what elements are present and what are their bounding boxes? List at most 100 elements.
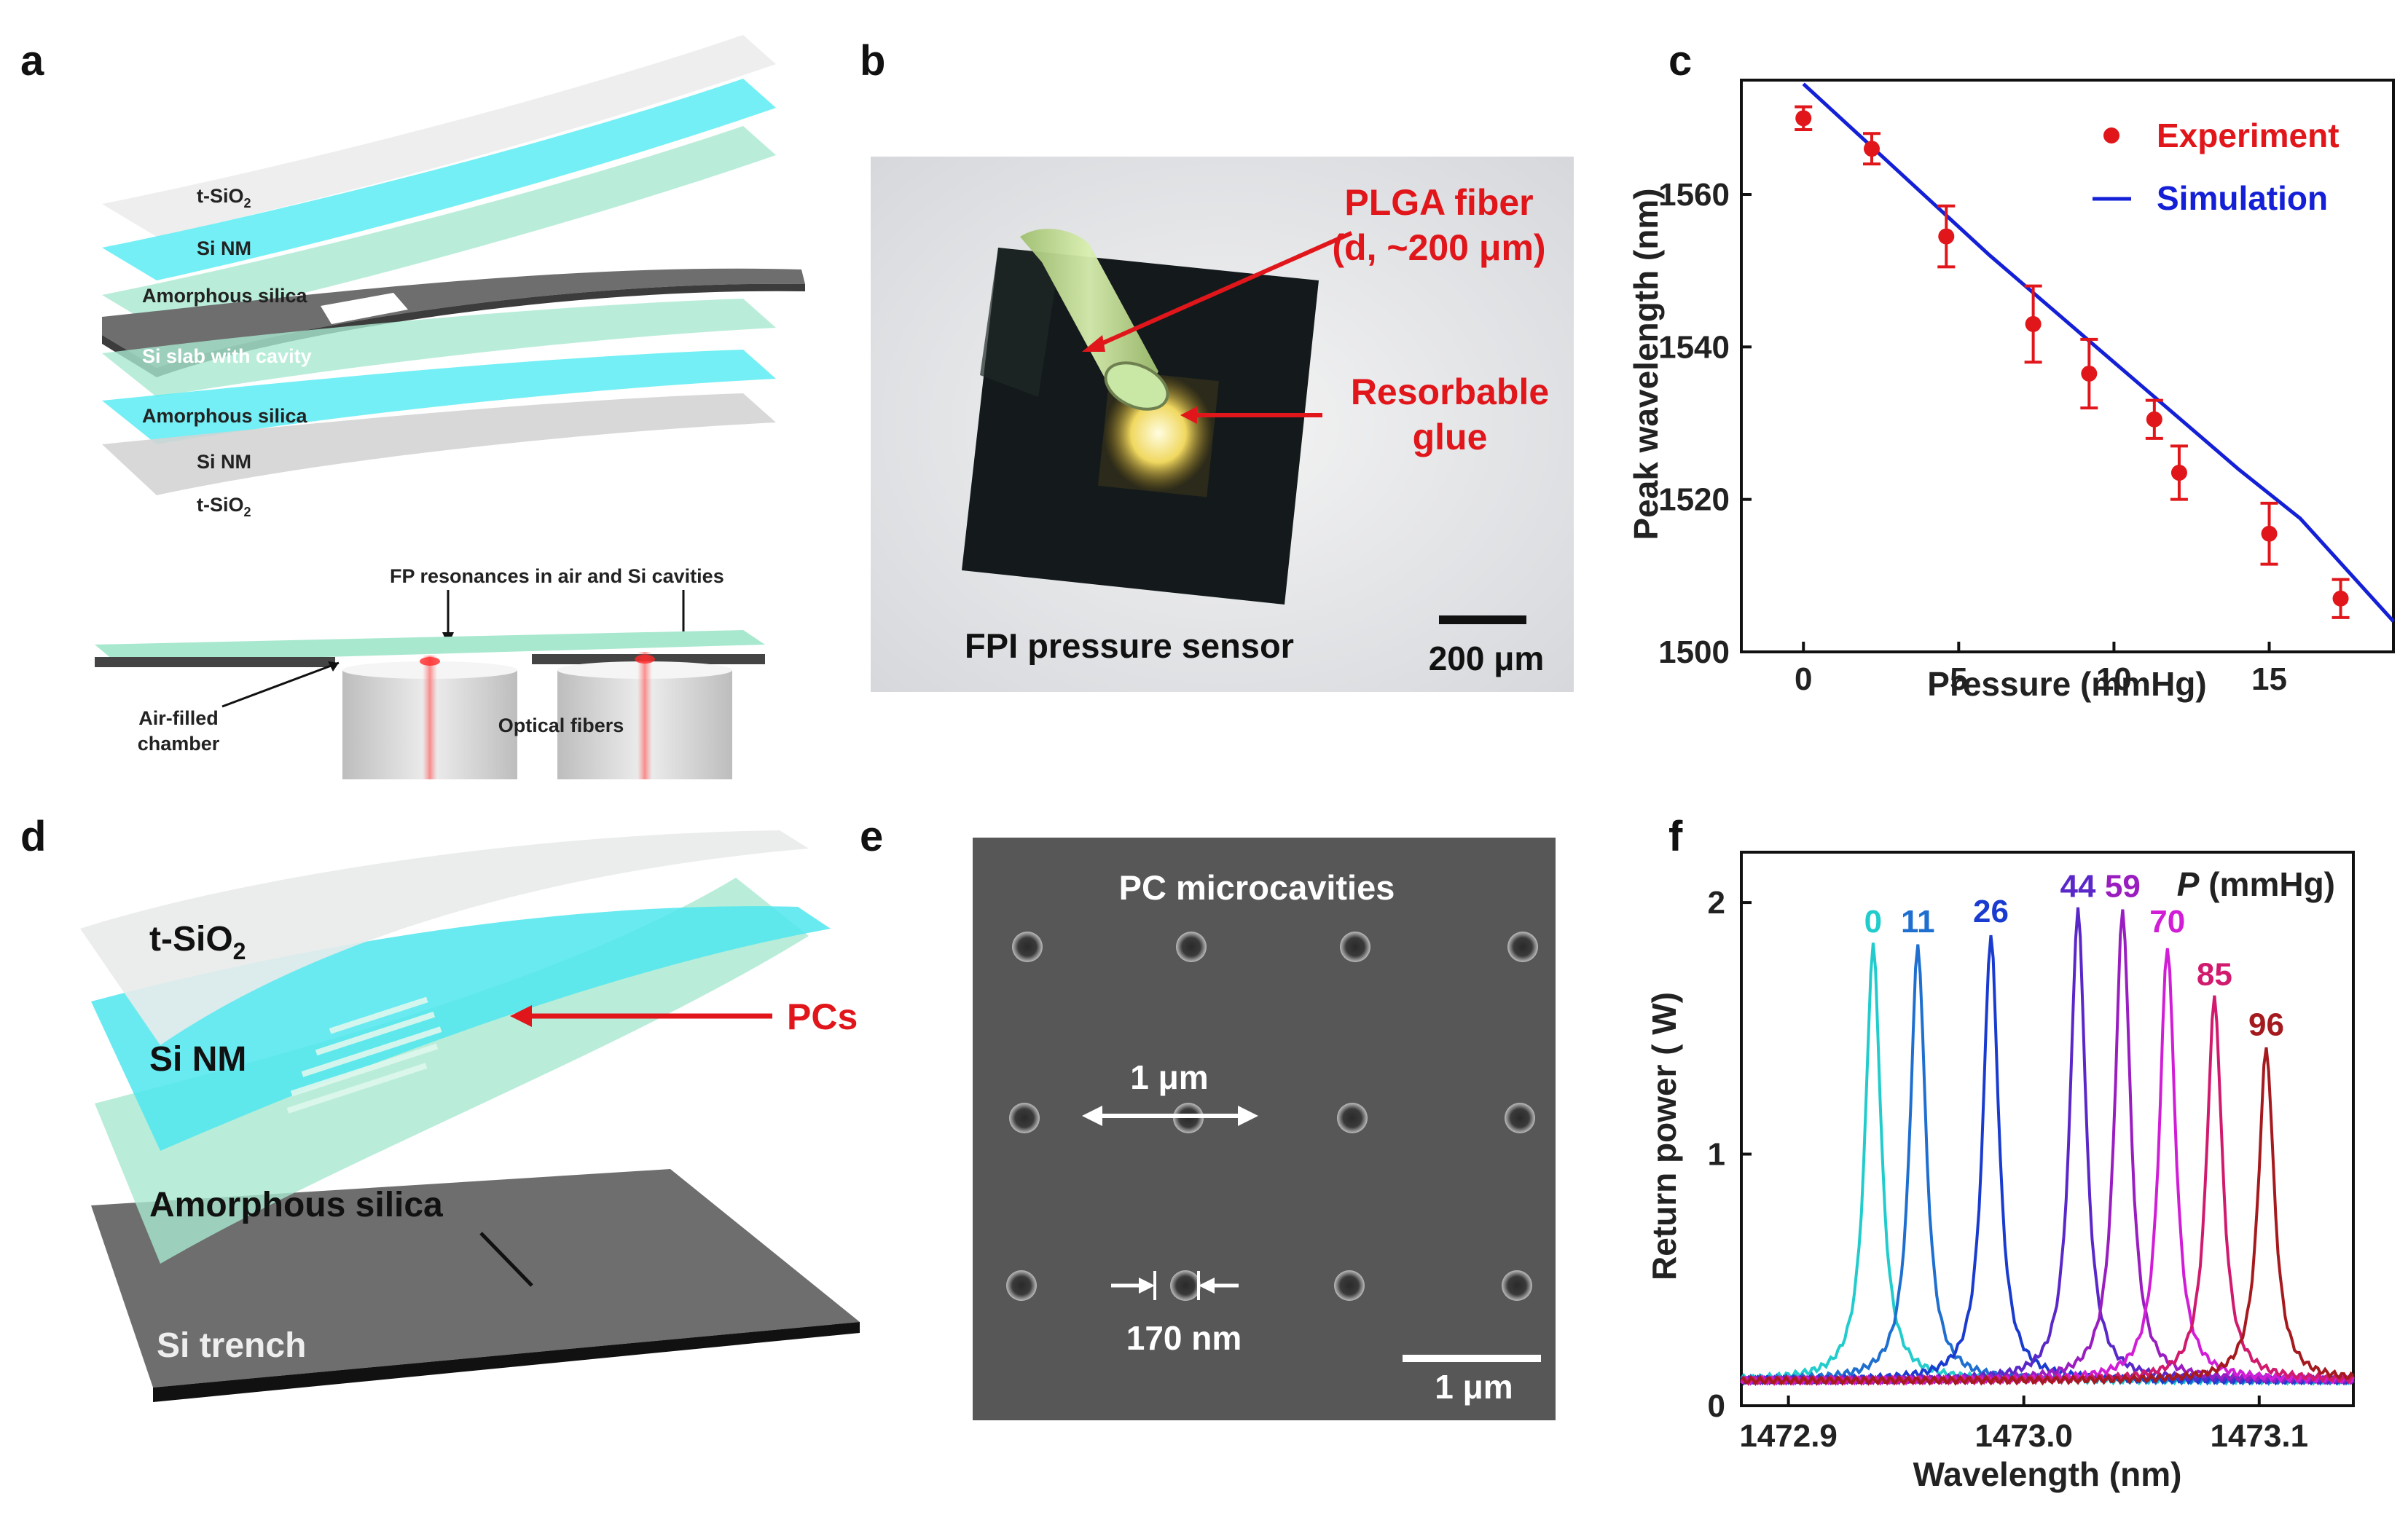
layer-label-silica-bottom: Amorphous silica — [142, 405, 308, 427]
plga-fiber-arrowhead — [1082, 335, 1105, 352]
chart-c-xlabel: Pressure (mmHg) — [1927, 665, 2206, 703]
resorbable-glue-label: Resorbable — [1351, 371, 1549, 412]
chart-f-peak-label-0: 0 — [1864, 904, 1882, 940]
chart-f-ytick-label: 1 — [1708, 1137, 1725, 1173]
cross-section-slab-left — [95, 657, 335, 667]
sem-background — [973, 838, 1556, 1420]
scale-bar-e-label: 1 μm — [1435, 1368, 1513, 1406]
si-trench-edge — [153, 1322, 860, 1402]
pitch-arrowhead-left — [1082, 1106, 1102, 1126]
cross-section-membrane — [95, 630, 765, 663]
layer-sinm-top — [102, 79, 776, 280]
si-trench-slab — [91, 1169, 860, 1388]
air-chamber-pointer — [221, 661, 340, 708]
chart-c-ytick-label: 1520 — [1658, 482, 1730, 518]
chart-f-peak-label-11: 11 — [1901, 904, 1935, 940]
panel-label-f: f — [1668, 813, 1683, 860]
layer-tsio2 — [80, 830, 809, 1045]
chart-c-xtick-label: 15 — [2251, 661, 2287, 697]
chart-f-peak-label-44: 44 — [2060, 868, 2096, 904]
glue-arrowhead — [1180, 406, 1197, 424]
panel-label-d: d — [20, 813, 47, 860]
legend-simulation-label: Simulation — [2157, 179, 2328, 217]
layer-silica-bottom — [102, 299, 776, 397]
scale-bar-b-label: 200 μm — [1429, 639, 1545, 677]
pc-hole — [1340, 932, 1370, 962]
panel-label-c: c — [1668, 37, 1693, 84]
panel-d-schematic: t-SiO2 Si NM Amorphous silica Si trench … — [80, 830, 860, 1402]
chart-c-experiment-point — [2025, 315, 2042, 332]
light-beam-right — [638, 652, 652, 779]
chart-f-ylabel: Return power ( W) — [1645, 992, 1683, 1280]
fp-spot-left — [420, 657, 440, 666]
chart-f-spectrum-26 — [1740, 934, 2355, 1386]
fp-resonance-label: FP resonances in air and Si cavities — [390, 565, 724, 587]
chart-f-xlabel: Wavelength (nm) — [1913, 1455, 2182, 1493]
chart-c-experiment-point — [2332, 590, 2349, 607]
scale-bar-b — [1439, 615, 1526, 624]
diameter-label: 170 nm — [1126, 1319, 1242, 1357]
resorbable-glue-label-2: glue — [1413, 417, 1488, 457]
panel-a-exploded-schematic: t-SiO2 Si NM Amorphous silica Si slab wi… — [95, 35, 805, 779]
chart-c-xtick-label: 5 — [1950, 661, 1967, 697]
chart-c-xtick-label: 0 — [1795, 661, 1812, 697]
pc-hole — [1337, 1103, 1368, 1133]
plga-fiber-label: PLGA fiber — [1344, 182, 1533, 223]
chart-f-peak-label-59: 59 — [2105, 868, 2141, 904]
chart-f-peak-label-70: 70 — [2149, 904, 2185, 940]
pc-hole — [1170, 1270, 1201, 1301]
scale-bar-e — [1403, 1355, 1541, 1362]
pc-hole — [1012, 932, 1043, 962]
chart-f-ytick-label: 0 — [1708, 1388, 1725, 1424]
chart-c-experiment-point — [2081, 365, 2098, 382]
pc-hole-grid — [1006, 932, 1538, 1301]
chart-f-spectrum-96 — [1741, 1047, 2355, 1386]
chart-c-ytick-label: 1560 — [1658, 177, 1730, 213]
layer-label-tsio2: t-SiO2 — [149, 920, 246, 964]
panel-b-photo: PLGA fiber (d, ~200 μm) Resorbable glue … — [871, 157, 1574, 692]
layer-label-sinm: Si NM — [149, 1040, 246, 1079]
diameter-arrowhead-right — [1199, 1278, 1215, 1294]
chart-c-experiment-point — [2261, 525, 2278, 542]
light-beam-left — [423, 656, 437, 779]
chart-f-xtick-label: 1473.0 — [1974, 1418, 2073, 1454]
layer-label-silica-top: Amorphous silica — [142, 285, 308, 307]
air-chamber-label-2: chamber — [138, 733, 220, 755]
pc-hole — [1507, 932, 1538, 962]
pc-hole — [1505, 1103, 1535, 1133]
pc-pattern — [286, 996, 442, 1114]
slab-cavity — [321, 293, 408, 324]
chart-c-ylabel: Peak wavelength (nm) — [1627, 188, 1665, 540]
chart-c-experiment-point — [2170, 465, 2187, 481]
chart-c-experiment-point — [1938, 228, 1955, 245]
panel-c-chart: 0 5 10 15 1500 1520 1540 1560 Pressure (mmHg) P… — [1627, 79, 2395, 703]
chart-c-simulation-line — [1802, 82, 2395, 623]
pitch-label: 1 μm — [1130, 1058, 1208, 1096]
pc-hole — [1334, 1270, 1365, 1301]
chart-f-xtick-label: 1473.1 — [2210, 1418, 2308, 1454]
pitch-arrowhead-right — [1238, 1106, 1258, 1126]
optical-fibers-label: Optical fibers — [498, 715, 624, 736]
chart-f-legend-title: P (mmHg) — [2177, 865, 2335, 903]
chart-c-ytick-label: 1540 — [1658, 329, 1730, 365]
chart-f-ytick-label: 2 — [1708, 885, 1725, 921]
panel-label-a: a — [20, 37, 44, 84]
sensor-caption: FPI pressure sensor — [965, 626, 1294, 665]
layer-tsio2-top — [102, 35, 776, 237]
layer-label-silica: Amorphous silica — [149, 1186, 443, 1224]
plga-fiber-diameter: (d, ~200 μm) — [1332, 227, 1545, 268]
layer-sinm-bottom — [102, 350, 776, 444]
chart-c-experiment-point — [1795, 110, 1812, 127]
layer-label-si-slab: Si slab with cavity — [142, 345, 312, 367]
pc-hole — [1502, 1270, 1532, 1301]
pc-hole — [1006, 1270, 1037, 1301]
chart-f-peak-label-26: 26 — [1973, 894, 2009, 929]
layer-silica-top — [102, 126, 776, 328]
chart-f-spectrum-85 — [1740, 995, 2355, 1386]
chart-f-peak-label-96: 96 — [2248, 1007, 2284, 1042]
layer-label-tsio2-bottom: t-SiO2 — [197, 494, 251, 519]
plga-fiber-tip — [1104, 361, 1169, 411]
pc-hole — [1176, 932, 1207, 962]
panel-label-e: e — [860, 813, 884, 860]
